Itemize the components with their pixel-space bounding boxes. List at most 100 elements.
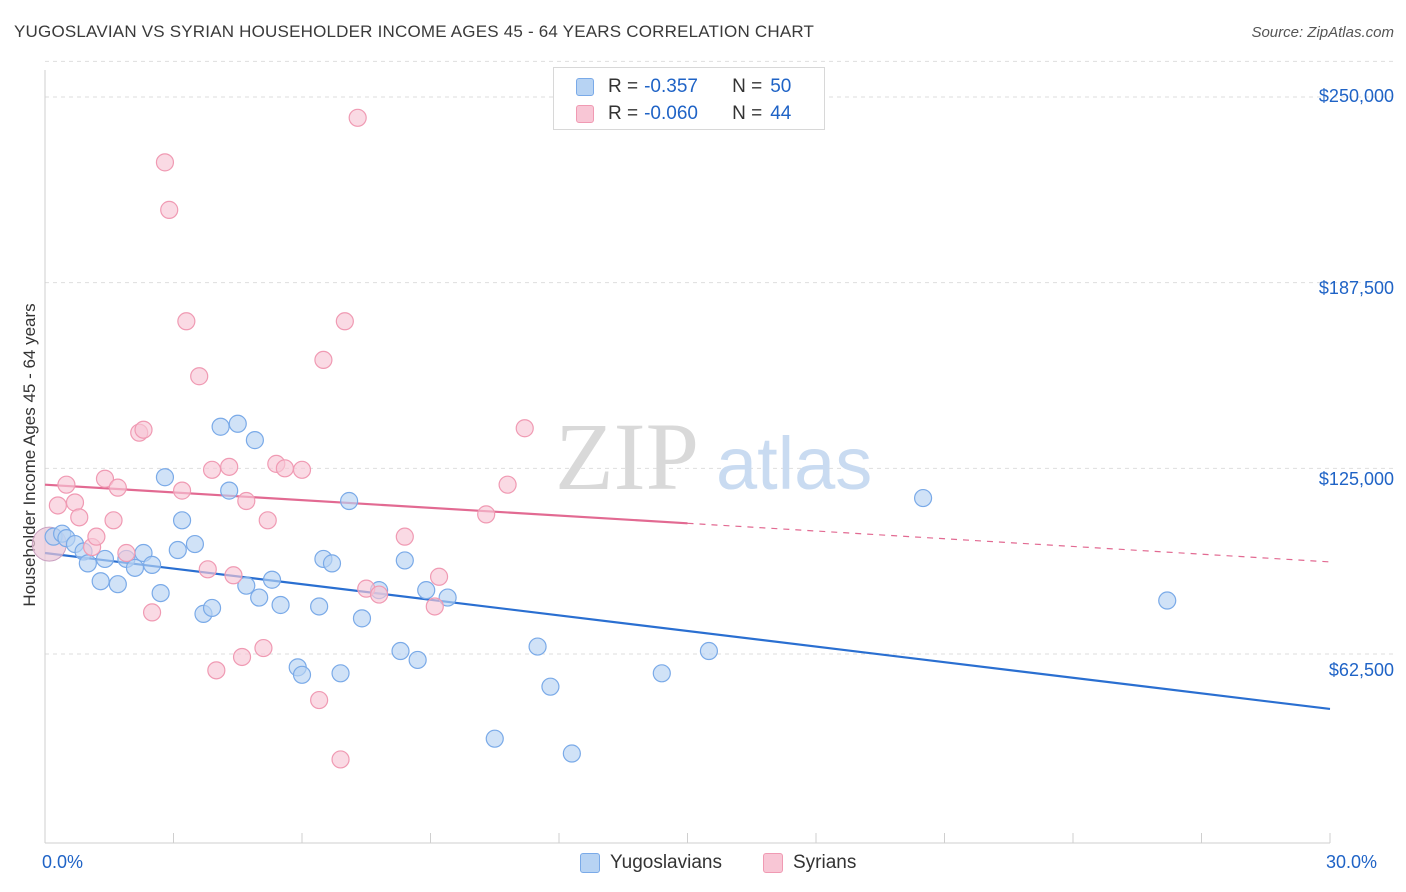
data-point-syrians xyxy=(172,481,192,500)
data-point-yugoslavians xyxy=(913,488,933,508)
data-point-yugoslavians xyxy=(202,598,222,618)
data-point-yugoslavians xyxy=(417,581,436,600)
data-point-syrians xyxy=(292,460,312,479)
data-point-yugoslavians xyxy=(155,468,175,487)
data-point-syrians xyxy=(310,690,329,710)
trend-line-yugoslavians xyxy=(44,551,1331,711)
data-point-syrians xyxy=(87,527,106,546)
data-point-yugoslavians xyxy=(652,664,671,683)
data-point-syrians xyxy=(335,312,354,331)
legend-label-syrians: Syrians xyxy=(793,852,857,873)
chart-title: YUGOSLAVIAN VS SYRIAN HOUSEHOLDER INCOME… xyxy=(14,22,815,41)
watermark-atlas: atlas xyxy=(716,422,872,505)
trend-lines xyxy=(44,483,1331,711)
data-point-syrians xyxy=(48,496,67,515)
data-point-syrians xyxy=(207,661,226,680)
data-point-syrians xyxy=(177,312,196,331)
data-point-yugoslavians xyxy=(168,540,187,560)
legend-swatch-syrians xyxy=(576,105,594,123)
data-point-yugoslavians xyxy=(91,572,110,591)
data-point-yugoslavians xyxy=(151,584,170,603)
data-point-syrians xyxy=(331,750,350,769)
data-point-yugoslavians xyxy=(438,588,457,607)
data-point-yugoslavians xyxy=(340,491,359,511)
data-point-yugoslavians xyxy=(331,664,350,683)
y-tick-250000: $250,000 xyxy=(1318,86,1394,106)
data-point-syrians xyxy=(198,560,217,579)
data-point-syrians xyxy=(477,505,496,524)
data-point-yugoslavians xyxy=(250,588,269,607)
data-point-syrians xyxy=(395,527,414,546)
data-point-yugoslavians xyxy=(108,575,127,594)
x-tick-left: 0.0% xyxy=(42,852,84,872)
data-point-syrians xyxy=(275,459,294,478)
source-label: Source: ZipAtlas.com xyxy=(1251,24,1394,41)
data-point-yugoslavians xyxy=(395,551,414,570)
trend-line-syrians xyxy=(44,483,688,525)
trend-line-extension-syrians xyxy=(687,522,1331,563)
watermark-zip: ZIP xyxy=(555,403,699,510)
legend-swatch-yugoslavians xyxy=(576,78,594,96)
series-legend: Yugoslavians Syrians xyxy=(0,852,1406,876)
data-point-syrians xyxy=(202,460,222,479)
data-point-syrians xyxy=(498,475,517,494)
legend-label-yugoslavians: Yugoslavians xyxy=(610,852,722,873)
data-point-syrians xyxy=(237,491,256,511)
data-point-yugoslavians xyxy=(271,595,290,615)
data-point-yugoslavians xyxy=(292,665,312,684)
data-point-syrians xyxy=(190,367,209,386)
data-point-syrians xyxy=(254,638,273,658)
y-tick-62500: $62,500 xyxy=(1328,660,1394,680)
data-point-yugoslavians xyxy=(142,555,162,574)
legend-r-value: -0.357 xyxy=(644,76,698,97)
legend-row-syrians: R = -0.060 N = 44 xyxy=(576,101,791,127)
y-tick-187500: $187,500 xyxy=(1318,278,1394,298)
legend-swatch-syrians xyxy=(763,853,783,873)
data-point-yugoslavians xyxy=(528,637,547,656)
legend-item-syrians[interactable]: Syrians xyxy=(763,852,856,874)
data-point-syrians xyxy=(314,350,333,370)
data-point-syrians xyxy=(425,597,444,616)
data-point-yugoslavians xyxy=(220,481,239,500)
legend-item-yugoslavians[interactable]: Yugoslavians xyxy=(580,852,722,874)
data-point-syrians xyxy=(429,567,449,586)
legend-r-label: R = xyxy=(608,103,639,124)
legend-swatch-yugoslavians xyxy=(580,853,600,873)
data-point-yugoslavians xyxy=(391,641,410,661)
data-point-syrians xyxy=(95,469,115,488)
data-points xyxy=(31,108,1177,769)
data-point-syrians xyxy=(370,585,389,604)
data-point-yugoslavians xyxy=(485,729,504,748)
data-point-syrians xyxy=(155,153,175,172)
data-point-yugoslavians xyxy=(322,554,342,573)
data-point-syrians xyxy=(515,419,534,438)
data-point-yugoslavians xyxy=(228,414,247,433)
data-point-syrians xyxy=(134,420,153,439)
legend-n-value: 50 xyxy=(770,76,792,97)
legend-r-value: -0.060 xyxy=(644,103,698,124)
data-point-syrians xyxy=(108,478,127,497)
data-point-yugoslavians xyxy=(237,576,256,595)
legend-r-label: R = xyxy=(608,76,639,97)
correlation-legend: R = -0.357 N = 50 R = -0.060 N = 44 xyxy=(553,67,825,130)
data-point-yugoslavians xyxy=(211,417,230,436)
watermark: ZIP atlas xyxy=(555,403,872,510)
data-point-yugoslavians xyxy=(262,570,282,589)
legend-n-value: 44 xyxy=(770,103,792,124)
data-point-yugoslavians xyxy=(95,549,115,569)
data-point-syrians xyxy=(57,475,76,494)
data-point-yugoslavians xyxy=(172,511,192,530)
data-point-syrians xyxy=(70,508,89,527)
data-point-syrians xyxy=(142,603,162,622)
data-point-yugoslavians xyxy=(125,558,145,577)
data-point-yugoslavians xyxy=(408,650,427,670)
data-point-yugoslavians xyxy=(310,597,329,616)
y-tick-125000: $125,000 xyxy=(1318,469,1394,489)
data-point-syrians xyxy=(220,457,239,476)
legend-n-label: N = xyxy=(732,76,763,97)
data-point-yugoslavians xyxy=(245,431,264,450)
x-tick-right: 30.0% xyxy=(1326,852,1378,872)
data-point-yugoslavians xyxy=(562,744,581,763)
grid-lines xyxy=(45,60,1395,655)
